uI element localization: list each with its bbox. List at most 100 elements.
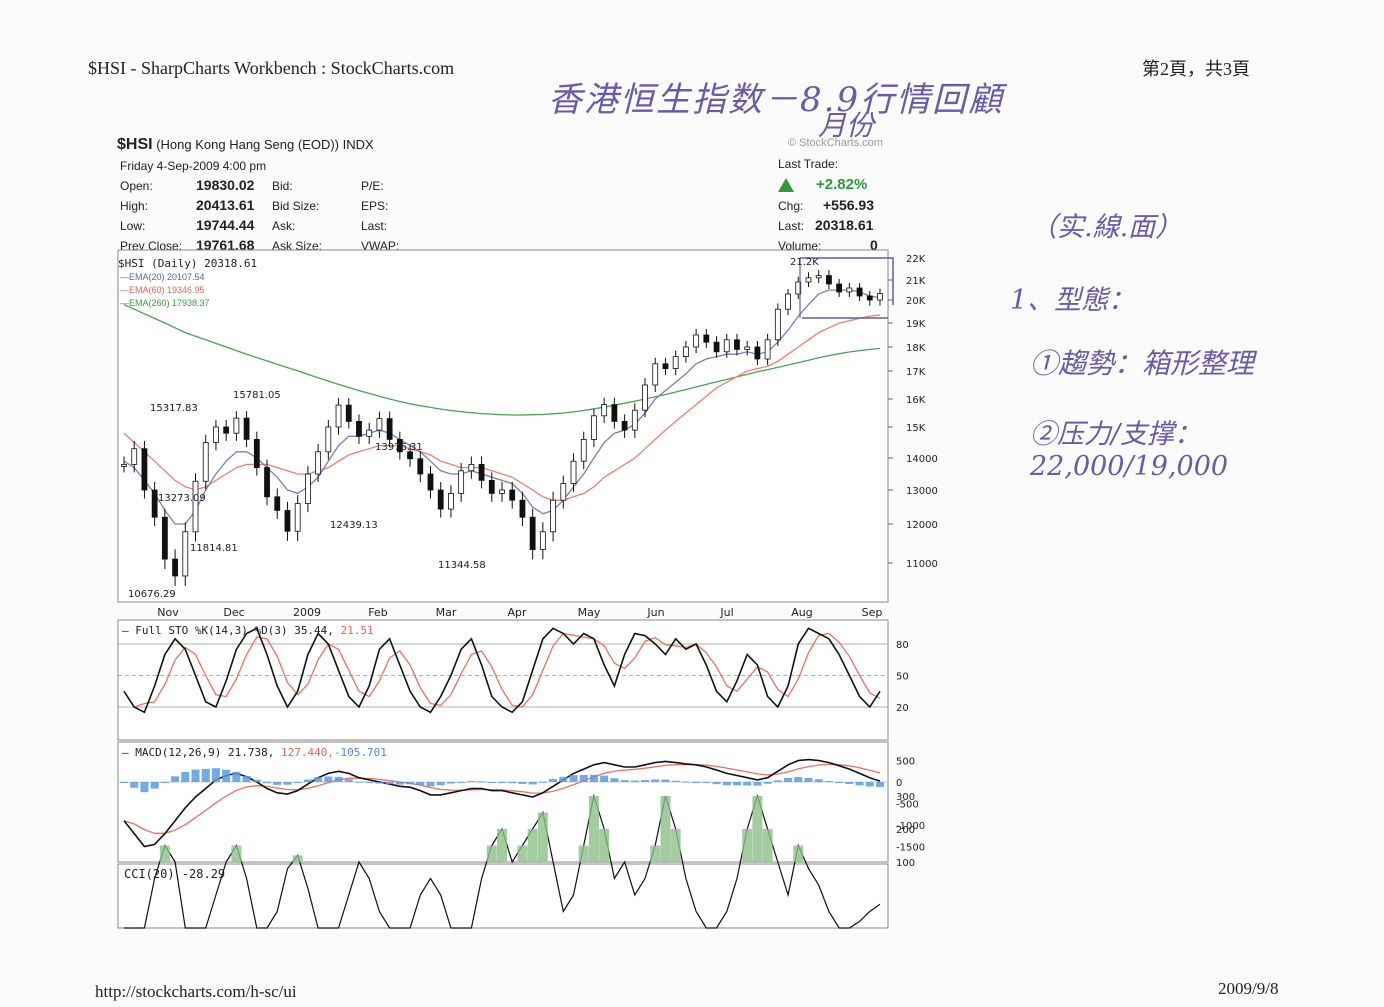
prev-close-value: 19761.68 — [196, 237, 255, 253]
macd-hist-bar — [559, 776, 568, 782]
candle-up — [591, 415, 597, 440]
last-trade-label: Last Trade: — [778, 157, 839, 171]
candle-down — [264, 467, 270, 498]
candle-up — [560, 483, 567, 501]
cci-fill — [517, 845, 528, 862]
macd-hist-bar — [181, 771, 190, 782]
open-value: 19830.02 — [196, 177, 255, 193]
candle-up — [192, 480, 199, 533]
cci-fill — [486, 845, 497, 862]
macd-hist-bar — [865, 782, 874, 787]
macd-hist-bar — [753, 782, 762, 786]
macd-hist-bar — [743, 782, 752, 786]
candle-down — [754, 346, 761, 360]
high-label: High: — [120, 199, 149, 213]
candle-up — [315, 451, 322, 475]
candle-up — [652, 363, 659, 386]
candle-up — [774, 308, 781, 341]
candle-down — [356, 420, 362, 437]
macd-hist-bar — [334, 776, 343, 782]
cci-tick-label: 200 — [896, 825, 915, 836]
pe-label: P/E: — [361, 179, 384, 193]
candle-down — [243, 417, 250, 440]
x-month-label: Nov — [157, 606, 179, 619]
volume-value: 0 — [870, 237, 878, 253]
cci-fill — [537, 812, 548, 862]
macd-hist-bar — [518, 782, 527, 784]
macd-hist-bar — [416, 782, 425, 786]
y-tick-label: 20K — [906, 296, 926, 307]
candle-up — [631, 409, 638, 431]
candle-up — [294, 503, 301, 532]
page-url[interactable]: http://stockcharts.com/h-sc/ui — [95, 982, 297, 1001]
x-month-label: Apr — [507, 606, 527, 619]
macd-hist-bar — [508, 782, 517, 784]
candle-up — [335, 404, 342, 428]
candle-up — [744, 346, 751, 350]
macd-hist-bar — [150, 782, 159, 789]
legend-ema20: —EMA(20) 20107.54 — [120, 272, 205, 282]
candle-down — [856, 287, 863, 297]
candle-up — [304, 473, 311, 505]
macd-hist-bar — [784, 777, 793, 782]
candle-down — [386, 418, 393, 440]
sto-tick-label: 50 — [896, 672, 909, 683]
candle-up — [805, 277, 812, 283]
candle-up — [376, 418, 383, 431]
macd-hist-bar — [263, 782, 272, 784]
macd-hist-bar — [579, 774, 588, 782]
sto-d-value: 21.51 — [340, 624, 374, 637]
candle-down — [509, 489, 516, 501]
page-title: $HSI - SharpCharts Workbench : StockChar… — [88, 58, 455, 78]
macd-hist-bar — [763, 782, 772, 784]
ema20-line — [123, 289, 881, 525]
high-value: 20413.61 — [196, 197, 255, 213]
note-line-3: ①趨勢：箱形整理 — [1030, 347, 1255, 380]
watermark: © StockCharts.com — [788, 137, 883, 149]
low-value: 19744.44 — [196, 217, 255, 233]
x-month-label: Jun — [646, 606, 664, 619]
cci-fill — [497, 829, 507, 862]
candle-up — [550, 499, 556, 533]
macd-hist-bar — [702, 782, 711, 784]
macd-hist-bar — [569, 775, 578, 782]
candle-up — [570, 460, 577, 485]
macd-hist-bar — [600, 775, 609, 782]
quote-datetime: Friday 4-Sep-2009 4:00 pm — [120, 159, 267, 173]
up-arrow-icon — [778, 178, 794, 192]
bid-label: Bid: — [272, 179, 293, 193]
eps-label: EPS: — [361, 199, 389, 213]
price-annotation: 11344.58 — [438, 560, 486, 571]
note-line-1: （实.線.面） — [1030, 212, 1183, 243]
candle-up — [131, 448, 138, 465]
macd-hist-bar — [712, 782, 721, 785]
x-month-label: May — [578, 606, 601, 619]
cci-fill — [650, 845, 661, 862]
macd-legend: — MACD(12,26,9) 21.738, 127.440,-105.701 — [122, 746, 387, 759]
macd-hist-bar — [354, 781, 363, 783]
last-label: Last: — [778, 219, 805, 233]
candle-up — [642, 384, 648, 411]
macd-hist-bar — [824, 780, 833, 782]
macd-hist-bar — [273, 782, 282, 785]
price-annotation: 11814.81 — [190, 543, 238, 554]
macd-hist-bar — [232, 771, 241, 782]
y-tick-label: 12000 — [906, 520, 938, 531]
candle-up — [233, 417, 240, 434]
candle-down — [734, 339, 740, 350]
candle-down — [172, 558, 178, 577]
macd-tick-label: 500 — [896, 757, 915, 768]
macd-hist-bar — [692, 782, 701, 783]
x-month-label: 2009 — [293, 606, 321, 619]
macd-hist-bar — [446, 782, 455, 784]
candle-up — [458, 470, 465, 494]
macd-hist-bar — [589, 774, 598, 782]
legend-main: $HSI (Daily) 20318.61 — [118, 257, 258, 270]
candle-up — [468, 463, 475, 472]
bid-size-label: Bid Size: — [272, 199, 320, 213]
macd-hist-bar — [375, 782, 384, 784]
candle-down — [407, 451, 413, 460]
y-tick-label: 15K — [906, 423, 926, 434]
macd-hist-bar — [395, 782, 404, 785]
candle-down — [703, 334, 710, 343]
